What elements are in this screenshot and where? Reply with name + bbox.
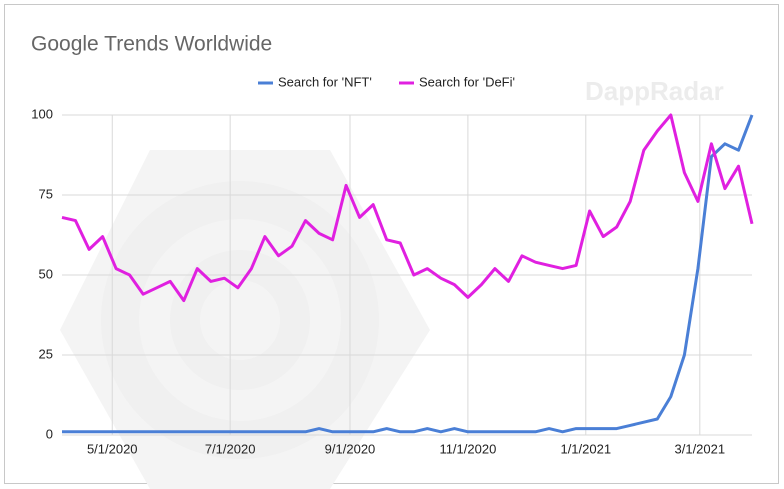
x-tick-label: 11/1/2020 [439,441,496,456]
legend-label: Search for 'NFT' [278,74,372,89]
legend-label: Search for 'DeFi' [419,74,515,89]
x-tick-label: 3/1/2021 [675,441,726,456]
y-tick-label: 0 [46,426,53,441]
x-tick-label: 5/1/2020 [87,441,138,456]
series-line [62,114,754,434]
chart-title: Google Trends Worldwide [31,33,272,56]
x-tick-label: 1/1/2021 [560,441,611,456]
y-tick-label: 75 [39,186,53,201]
watermark-logo [60,150,430,489]
x-tick-label: 9/1/2020 [325,441,376,456]
y-tick-label: 50 [39,266,53,281]
y-tick-label: 25 [39,346,53,361]
y-tick-label: 100 [31,106,53,121]
watermark: DappRadar [585,76,724,106]
series-line [61,113,754,303]
x-tick-label: 7/1/2020 [205,441,256,456]
